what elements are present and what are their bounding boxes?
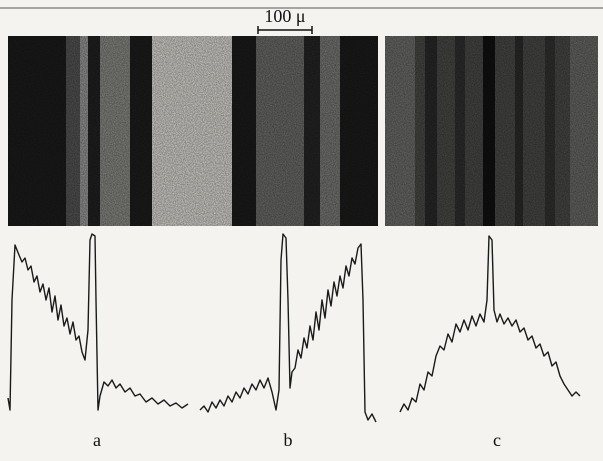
trace-b (199, 233, 377, 423)
panel-label: c (493, 430, 501, 450)
grain (385, 36, 598, 226)
scale-bar-label: 100 μ (264, 6, 305, 26)
trace-a (7, 233, 189, 411)
trace-c (399, 235, 581, 413)
micrograph-c (385, 36, 598, 226)
grain (8, 36, 378, 226)
micrograph-ab (8, 36, 378, 226)
panel-label: a (93, 430, 101, 450)
panel-label: b (284, 430, 293, 450)
